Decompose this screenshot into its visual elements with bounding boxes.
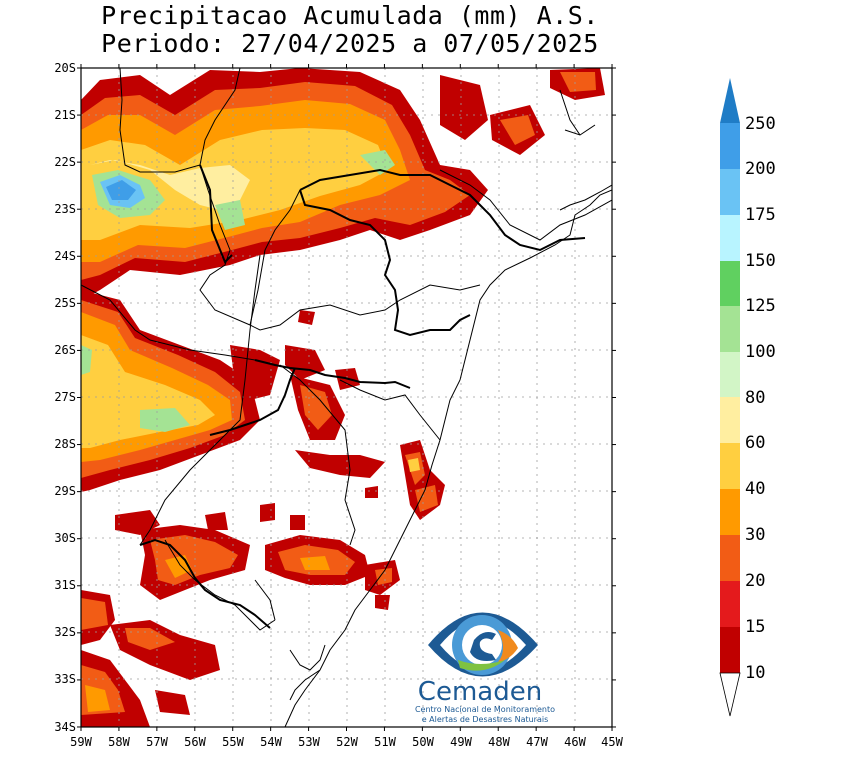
state-borders xyxy=(139,164,586,629)
colorbar-bin xyxy=(720,306,740,352)
lat-label: 29S xyxy=(54,484,76,498)
lat-label: 22S xyxy=(54,155,76,169)
lat-label: 33S xyxy=(54,672,76,686)
map-grid xyxy=(81,68,612,727)
colorbar-label: 200 xyxy=(745,159,776,179)
colorbar-label: 100 xyxy=(745,342,776,362)
cemaden-logo: Cemaden Centro Nacional de Monitoramento… xyxy=(415,612,555,724)
colorbar-label: 15 xyxy=(745,617,765,637)
axis-ticks xyxy=(77,64,616,731)
map-title-line2: Periodo: 27/04/2025 a 07/05/2025 xyxy=(101,29,599,58)
colorbar-bin xyxy=(720,627,740,673)
lon-label: 48W xyxy=(488,735,510,749)
colorbar-top-arrow xyxy=(720,78,740,123)
colorbar-bin xyxy=(720,489,740,535)
lon-label: 45W xyxy=(601,735,623,749)
colorbar-label: 250 xyxy=(745,114,776,134)
latitude-axis: 20S 21S 22S 23S 24S 25S 26S 27S 28S 29S … xyxy=(54,61,76,734)
colorbar-bin xyxy=(720,169,740,215)
logo-subtitle-line2: e Alertas de Desastres Naturais xyxy=(422,715,549,724)
precipitation-field xyxy=(81,68,605,727)
colorbar-label: 150 xyxy=(745,251,776,271)
colorbar-label: 10 xyxy=(745,663,765,683)
colorbar-bin xyxy=(720,397,740,443)
logo-name: Cemaden xyxy=(418,677,542,707)
lat-label: 21S xyxy=(54,108,76,122)
lon-label: 59W xyxy=(70,735,92,749)
letter-c-mark xyxy=(470,632,496,661)
colorbar-label: 80 xyxy=(745,388,765,408)
colorbar-label: 20 xyxy=(745,571,765,591)
lon-label: 49W xyxy=(450,735,472,749)
coastline xyxy=(284,189,612,727)
colorbar-bin xyxy=(720,535,740,581)
lon-label: 54W xyxy=(260,735,282,749)
map-title-line1: Precipitacao Acumulada (mm) A.S. xyxy=(101,1,599,30)
lon-label: 47W xyxy=(526,735,548,749)
lat-label: 34S xyxy=(54,720,76,734)
colorbar-label: 40 xyxy=(745,479,765,499)
colorbar-bin xyxy=(720,123,740,169)
lat-label: 26S xyxy=(54,343,76,357)
colorbar-bin xyxy=(720,443,740,489)
lon-label: 51W xyxy=(374,735,396,749)
lon-label: 57W xyxy=(146,735,168,749)
colorbar-label: 175 xyxy=(745,205,776,225)
colorbar-bin xyxy=(720,215,740,261)
lon-label: 58W xyxy=(108,735,130,749)
colorbar: 10 15 20 30 40 60 80 100 125 150 175 200… xyxy=(719,78,776,717)
lon-label: 50W xyxy=(412,735,434,749)
lat-label: 30S xyxy=(54,531,76,545)
lon-label: 55W xyxy=(222,735,244,749)
colorbar-label: 60 xyxy=(745,433,765,453)
logo-subtitle-line1: Centro Nacional de Monitoramento xyxy=(415,705,555,714)
lat-label: 28S xyxy=(54,437,76,451)
lon-label: 56W xyxy=(184,735,206,749)
lat-label: 31S xyxy=(54,578,76,592)
lat-label: 23S xyxy=(54,202,76,216)
lat-label: 25S xyxy=(54,296,76,310)
lon-label: 52W xyxy=(336,735,358,749)
colorbar-bin xyxy=(720,261,740,306)
lat-label: 27S xyxy=(54,390,76,404)
lon-label: 46W xyxy=(564,735,586,749)
colorbar-label: 125 xyxy=(745,296,776,316)
orange-wave-shape xyxy=(498,630,518,662)
lon-label: 53W xyxy=(298,735,320,749)
colorbar-bin xyxy=(720,581,740,627)
lat-label: 32S xyxy=(54,625,76,639)
longitude-axis: 59W 58W 57W 56W 55W 54W 53W 52W 51W 50W … xyxy=(70,735,623,749)
green-wave-shape xyxy=(458,660,505,671)
colorbar-bin xyxy=(720,352,740,397)
lat-label: 20S xyxy=(54,61,76,75)
colorbar-label: 30 xyxy=(745,525,765,545)
colorbar-bottom-arrow xyxy=(719,672,741,717)
lat-label: 24S xyxy=(54,249,76,263)
